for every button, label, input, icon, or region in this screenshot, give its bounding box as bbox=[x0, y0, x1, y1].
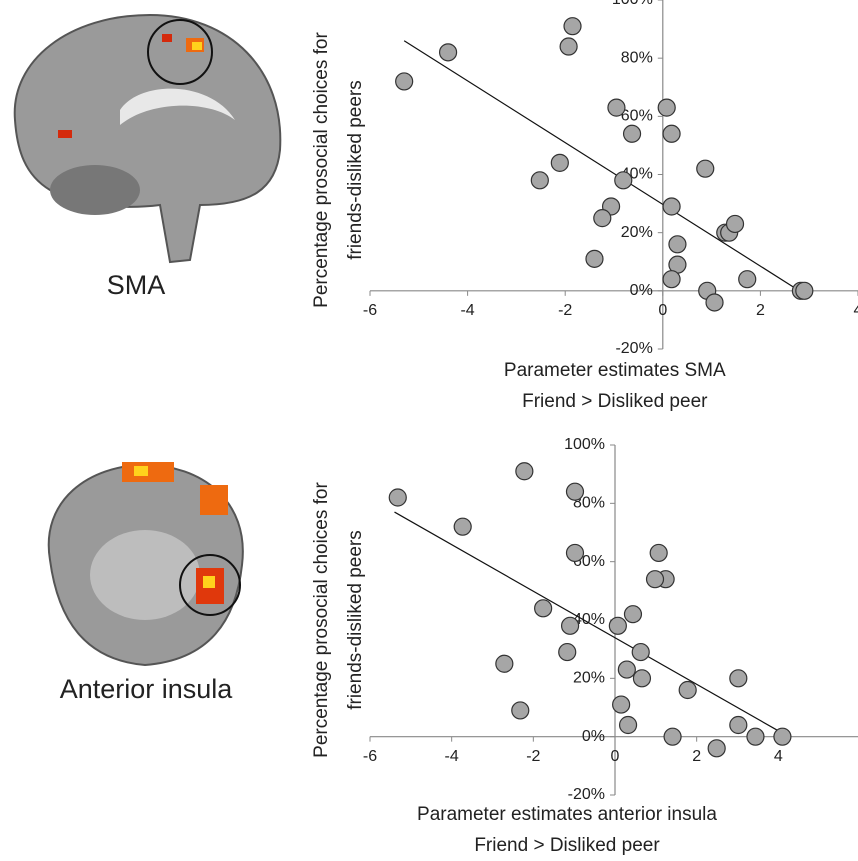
x-axis-label: Friend > Disliked peer bbox=[474, 835, 660, 856]
point bbox=[511, 701, 530, 720]
point bbox=[668, 235, 687, 254]
y-tick-label: 80% bbox=[573, 495, 605, 512]
y-axis-label: friends-disliked peers bbox=[345, 530, 366, 710]
x-tick-label: 4 bbox=[774, 748, 783, 765]
y-tick-label: 100% bbox=[612, 0, 653, 8]
point bbox=[612, 695, 631, 714]
y-tick-label: 60% bbox=[621, 108, 653, 125]
point bbox=[614, 171, 633, 190]
point bbox=[632, 669, 652, 688]
x-tick-label: -4 bbox=[445, 748, 459, 765]
brain-coronal bbox=[47, 462, 244, 667]
x-axis-label: Parameter estimates SMA bbox=[504, 360, 726, 381]
point bbox=[515, 462, 534, 481]
trend-line bbox=[403, 40, 800, 292]
point bbox=[662, 124, 681, 143]
x-tick-label: -2 bbox=[526, 748, 540, 765]
region-label: SMA bbox=[107, 270, 166, 300]
point bbox=[707, 739, 726, 758]
x-tick-label: 2 bbox=[692, 748, 701, 765]
point bbox=[559, 37, 578, 56]
point bbox=[585, 249, 604, 268]
point bbox=[563, 17, 582, 36]
point bbox=[738, 270, 757, 289]
y-tick-label: 80% bbox=[621, 49, 653, 66]
point bbox=[395, 72, 414, 91]
point bbox=[662, 197, 681, 216]
y-axis-label: friends-disliked peers bbox=[345, 80, 366, 260]
y-tick-label: 0% bbox=[630, 282, 653, 299]
brain-sagittal bbox=[13, 13, 282, 264]
point bbox=[560, 616, 580, 635]
point bbox=[622, 124, 642, 143]
point bbox=[657, 98, 676, 117]
y-tick-label: 0% bbox=[582, 728, 605, 745]
y-tick-label: 20% bbox=[621, 224, 653, 241]
trend-line bbox=[394, 511, 779, 732]
point bbox=[795, 281, 814, 300]
point bbox=[388, 488, 407, 507]
x-tick-label: 2 bbox=[756, 302, 765, 319]
point bbox=[558, 642, 577, 662]
point bbox=[696, 159, 715, 178]
point bbox=[662, 270, 681, 289]
point bbox=[453, 517, 472, 536]
y-tick-label: -20% bbox=[615, 340, 652, 357]
point bbox=[729, 715, 748, 735]
point bbox=[534, 599, 553, 618]
x-axis-label: Friend > Disliked peer bbox=[522, 391, 708, 412]
point bbox=[645, 570, 665, 589]
y-axis-label: Percentage prosocial choices for bbox=[311, 482, 332, 758]
point bbox=[565, 543, 585, 563]
x-tick-label: -4 bbox=[460, 302, 474, 319]
point bbox=[631, 642, 650, 662]
point bbox=[678, 680, 697, 700]
point bbox=[618, 715, 638, 735]
y-tick-label: 40% bbox=[573, 611, 605, 628]
y-tick-label: 20% bbox=[573, 670, 605, 687]
x-tick-label: 4 bbox=[854, 302, 858, 319]
point bbox=[729, 669, 748, 688]
x-tick-label: 0 bbox=[611, 748, 620, 765]
point bbox=[550, 153, 569, 172]
x-tick-label: -6 bbox=[363, 748, 377, 765]
x-axis-label: Parameter estimates anterior insula bbox=[417, 804, 717, 825]
point bbox=[663, 727, 682, 746]
point bbox=[608, 616, 627, 635]
region-label: Anterior insula bbox=[60, 674, 234, 704]
point bbox=[623, 605, 643, 624]
y-tick-label: 100% bbox=[564, 436, 605, 453]
point bbox=[593, 209, 612, 228]
point bbox=[495, 654, 514, 673]
point bbox=[530, 171, 549, 190]
point bbox=[649, 543, 668, 563]
y-tick-label: -20% bbox=[568, 786, 605, 803]
y-axis-label: Percentage prosocial choices for bbox=[311, 32, 332, 308]
x-tick-label: 0 bbox=[658, 302, 667, 319]
x-tick-label: -2 bbox=[558, 302, 572, 319]
point bbox=[746, 727, 765, 746]
point bbox=[565, 482, 585, 501]
point bbox=[617, 660, 636, 679]
point bbox=[438, 43, 458, 62]
point bbox=[607, 98, 626, 117]
point bbox=[725, 214, 745, 234]
point bbox=[773, 727, 792, 746]
point bbox=[705, 293, 724, 312]
x-tick-label: -6 bbox=[363, 302, 377, 319]
